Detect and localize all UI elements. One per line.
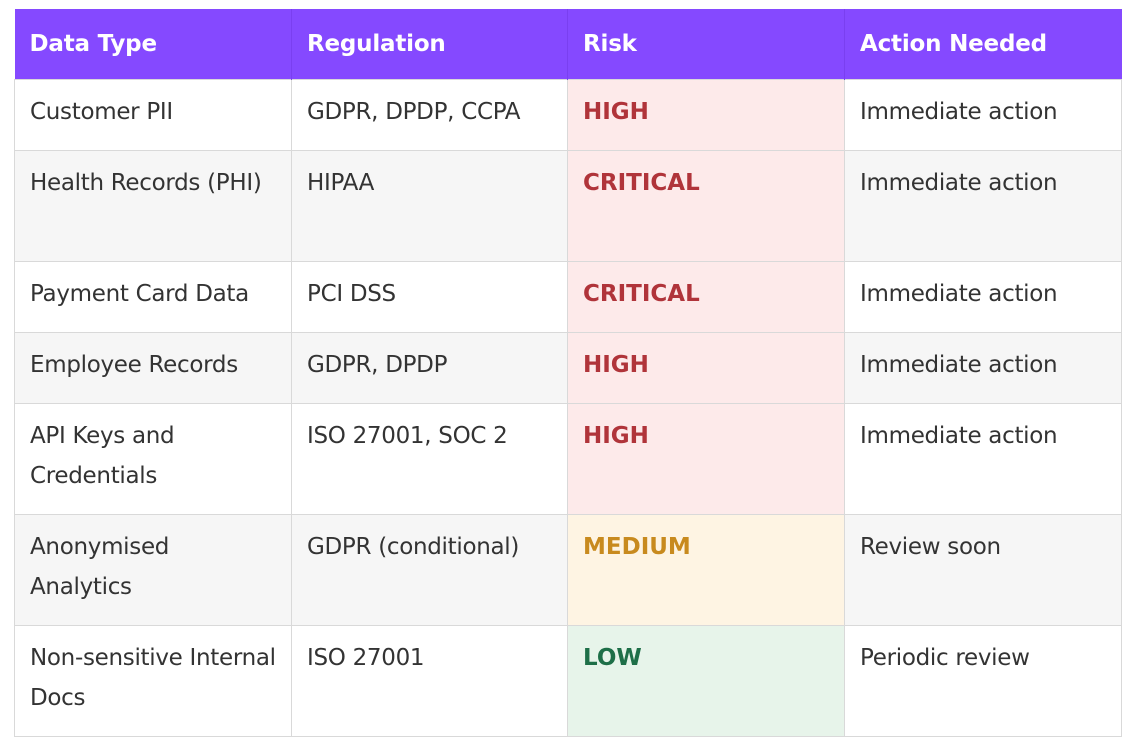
- data-risk-table-container: Data Type Regulation Risk Action Needed …: [14, 9, 1122, 737]
- cell-risk: MEDIUM: [567, 513, 845, 626]
- cell-risk: LOW: [567, 624, 845, 737]
- cell-data-type: Customer PII: [14, 78, 292, 151]
- cell-regulation-text: GDPR (conditional): [307, 533, 520, 560]
- cell-regulation: GDPR (conditional): [291, 513, 568, 626]
- cell-regulation: GDPR, DPDP, CCPA: [291, 78, 568, 151]
- table-row: Customer PII GDPR, DPDP, CCPA HIGH Immed…: [14, 78, 1122, 151]
- header-regulation: Regulation: [291, 9, 568, 79]
- cell-data-type: Non-sensitive Internal Docs: [14, 624, 292, 737]
- cell-risk: HIGH: [567, 331, 845, 404]
- cell-action-text: Periodic review: [860, 644, 1030, 671]
- cell-regulation-text: PCI DSS: [307, 280, 396, 307]
- table-row: Employee Records GDPR, DPDP HIGH Immedia…: [14, 331, 1122, 404]
- risk-badge-critical: CRITICAL: [583, 280, 700, 307]
- cell-regulation: ISO 27001: [291, 624, 568, 737]
- cell-data-type-text: API Keys and Credentials: [30, 422, 175, 489]
- cell-action: Immediate action: [844, 331, 1122, 404]
- cell-regulation-text: GDPR, DPDP: [307, 351, 448, 378]
- risk-badge-low: LOW: [583, 644, 642, 671]
- risk-badge-high: HIGH: [583, 351, 649, 378]
- cell-action-text: Immediate action: [860, 169, 1058, 196]
- header-data-type: Data Type: [14, 9, 292, 79]
- cell-data-type: API Keys and Credentials: [14, 402, 292, 515]
- cell-data-type: Anonymised Analytics: [14, 513, 292, 626]
- table-row: Anonymised Analytics GDPR (conditional) …: [14, 513, 1122, 626]
- cell-regulation-text: ISO 27001, SOC 2: [307, 422, 508, 449]
- table-row: Health Records (PHI) HIPAA CRITICAL Imme…: [14, 149, 1122, 262]
- table-header-row: Data Type Regulation Risk Action Needed: [14, 9, 1122, 79]
- cell-data-type-text: Employee Records: [30, 351, 238, 378]
- cell-data-type-text: Payment Card Data: [30, 280, 249, 307]
- cell-action: Periodic review: [844, 624, 1122, 737]
- cell-action-text: Review soon: [860, 533, 1001, 560]
- table-row: API Keys and Credentials ISO 27001, SOC …: [14, 402, 1122, 515]
- cell-action-text: Immediate action: [860, 280, 1058, 307]
- table-row: Payment Card Data PCI DSS CRITICAL Immed…: [14, 260, 1122, 333]
- cell-action-text: Immediate action: [860, 98, 1058, 125]
- risk-badge-high: HIGH: [583, 422, 649, 449]
- cell-regulation: HIPAA: [291, 149, 568, 262]
- cell-data-type-text: Non-sensitive Internal Docs: [30, 644, 276, 711]
- cell-data-type: Employee Records: [14, 331, 292, 404]
- cell-risk: CRITICAL: [567, 149, 845, 262]
- header-action-needed: Action Needed: [844, 9, 1122, 79]
- cell-action: Immediate action: [844, 260, 1122, 333]
- cell-action: Immediate action: [844, 402, 1122, 515]
- risk-badge-high: HIGH: [583, 98, 649, 125]
- table-row: Non-sensitive Internal Docs ISO 27001 LO…: [14, 624, 1122, 737]
- risk-badge-critical: CRITICAL: [583, 169, 700, 196]
- header-risk: Risk: [567, 9, 845, 79]
- cell-regulation-text: GDPR, DPDP, CCPA: [307, 98, 521, 125]
- cell-data-type-text: Health Records (PHI): [30, 169, 262, 196]
- cell-risk: CRITICAL: [567, 260, 845, 333]
- cell-regulation: ISO 27001, SOC 2: [291, 402, 568, 515]
- cell-regulation: PCI DSS: [291, 260, 568, 333]
- cell-regulation-text: HIPAA: [307, 169, 375, 196]
- cell-data-type: Health Records (PHI): [14, 149, 292, 262]
- cell-action: Review soon: [844, 513, 1122, 626]
- cell-regulation: GDPR, DPDP: [291, 331, 568, 404]
- cell-data-type: Payment Card Data: [14, 260, 292, 333]
- cell-risk: HIGH: [567, 78, 845, 151]
- cell-data-type-text: Customer PII: [30, 98, 173, 125]
- cell-risk: HIGH: [567, 402, 845, 515]
- cell-action: Immediate action: [844, 78, 1122, 151]
- cell-data-type-text: Anonymised Analytics: [30, 533, 170, 600]
- cell-action-text: Immediate action: [860, 351, 1058, 378]
- data-risk-table: Data Type Regulation Risk Action Needed …: [14, 9, 1122, 737]
- cell-action-text: Immediate action: [860, 422, 1058, 449]
- risk-badge-medium: MEDIUM: [583, 533, 691, 560]
- cell-regulation-text: ISO 27001: [307, 644, 425, 671]
- cell-action: Immediate action: [844, 149, 1122, 262]
